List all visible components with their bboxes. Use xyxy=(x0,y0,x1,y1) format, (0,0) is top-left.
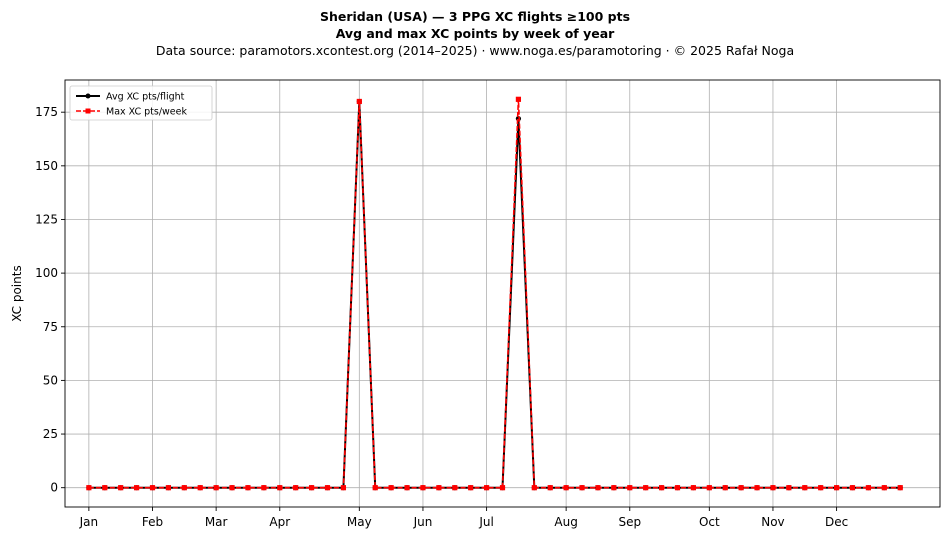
x-tick-label: Feb xyxy=(142,515,163,529)
y-tick-label: 25 xyxy=(43,427,58,441)
data-point xyxy=(802,485,808,491)
data-point xyxy=(372,485,378,491)
data-point xyxy=(452,485,458,491)
y-tick-label: 100 xyxy=(35,266,58,280)
data-point xyxy=(833,485,840,491)
data-point xyxy=(643,485,649,491)
chart-subtitle: Avg and max XC points by week of year xyxy=(335,26,615,41)
data-point xyxy=(245,485,251,491)
data-point xyxy=(197,485,203,491)
data-point xyxy=(261,485,267,491)
x-tick-label: Nov xyxy=(761,515,784,529)
x-tick-label: Jul xyxy=(478,515,493,529)
legend-label: Max XC pts/week xyxy=(106,107,187,118)
x-tick-label: Apr xyxy=(269,515,290,529)
data-point xyxy=(277,485,283,491)
data-point xyxy=(86,485,92,491)
series-line-1 xyxy=(88,99,901,489)
data-point xyxy=(404,485,410,491)
data-point xyxy=(293,485,299,491)
x-tick-label: Jun xyxy=(413,515,433,529)
data-point xyxy=(786,485,792,491)
data-point xyxy=(468,485,474,491)
grid xyxy=(65,80,940,507)
x-tick-label: Mar xyxy=(205,515,228,529)
data-point xyxy=(308,485,315,491)
data-point xyxy=(595,485,601,491)
legend-marker xyxy=(85,93,91,99)
data-point xyxy=(897,485,903,491)
y-tick-label: 125 xyxy=(35,212,58,226)
chart-titles: Sheridan (USA) — 3 PPG XC flights ≥100 p… xyxy=(0,8,950,59)
plot-frame xyxy=(64,79,941,508)
data-point xyxy=(674,485,681,491)
data-point xyxy=(547,485,553,491)
legend-label: Avg XC pts/flight xyxy=(106,92,185,103)
series-layer xyxy=(86,96,903,491)
y-tick-label: 75 xyxy=(43,320,58,334)
data-point xyxy=(579,485,585,491)
data-point xyxy=(118,485,124,491)
data-point xyxy=(515,96,522,102)
y-tick-label: 0 xyxy=(50,481,58,495)
data-point xyxy=(658,485,665,491)
axes: Jan Feb Mar Apr May Jun Jul Aug Sep Oct Nov Dec 0 25 5… xyxy=(10,79,941,529)
data-point xyxy=(849,485,856,491)
data-point xyxy=(213,485,219,491)
data-point xyxy=(181,485,187,491)
data-point xyxy=(690,485,697,491)
data-point xyxy=(436,485,442,491)
data-point xyxy=(770,485,776,491)
data-point xyxy=(865,485,872,491)
data-point xyxy=(754,485,760,491)
legend: Avg XC pts/flight Max XC pts/week xyxy=(69,85,213,121)
data-point xyxy=(340,485,347,491)
data-point xyxy=(388,485,394,491)
data-point xyxy=(611,485,617,491)
x-tick-label: May xyxy=(347,515,372,529)
x-tick-label: Aug xyxy=(554,515,577,529)
chart-source-note: Data source: paramotors.xcontest.org (20… xyxy=(155,43,795,58)
data-point xyxy=(102,485,108,491)
x-tick-label: Oct xyxy=(699,515,720,529)
y-axis-label: XC points xyxy=(10,265,24,321)
data-point xyxy=(499,485,506,491)
legend-box xyxy=(69,85,213,121)
data-point xyxy=(229,485,235,491)
data-point xyxy=(738,485,744,491)
x-tick-label: Dec xyxy=(825,515,848,529)
data-point xyxy=(324,485,331,491)
data-point xyxy=(722,485,728,491)
data-point xyxy=(706,485,712,491)
series-line-0 xyxy=(88,101,901,489)
data-point xyxy=(133,485,140,491)
data-point xyxy=(483,485,490,491)
y-tick-label: 175 xyxy=(35,105,58,119)
legend-marker xyxy=(85,108,91,114)
data-point xyxy=(881,485,887,491)
data-point xyxy=(627,485,633,491)
data-point xyxy=(531,485,537,491)
chart-title: Sheridan (USA) — 3 PPG XC flights ≥100 p… xyxy=(319,9,631,24)
x-tick-label: Jan xyxy=(79,515,99,529)
data-point xyxy=(563,485,569,491)
data-point xyxy=(165,485,172,491)
y-tick-label: 50 xyxy=(43,373,58,387)
data-point xyxy=(149,485,156,491)
data-point xyxy=(420,485,426,491)
x-tick-label: Sep xyxy=(618,515,641,529)
y-tick-label: 150 xyxy=(35,159,58,173)
data-point xyxy=(356,98,362,105)
data-point xyxy=(818,485,824,491)
